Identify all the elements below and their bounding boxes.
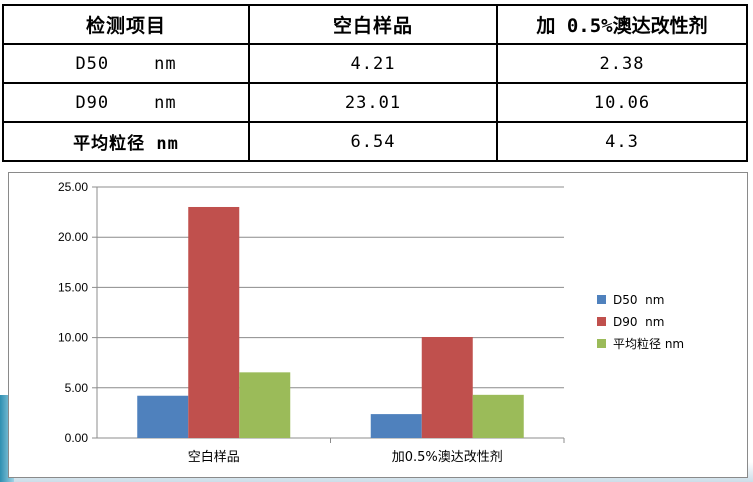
legend-swatch [597, 317, 606, 326]
results-table: 检测项目 空白样品 加 0.5%澳达改性剂 D50 nm 4.21 2.38 D… [2, 4, 748, 162]
legend-label: D90 nm [613, 315, 664, 329]
bar-1-0 [188, 206, 240, 438]
cell-average-blank: 6.54 [248, 121, 498, 162]
header-blank-sample: 空白样品 [248, 4, 498, 45]
table-header-row: 检测项目 空白样品 加 0.5%澳达改性剂 [2, 4, 748, 45]
bar-0-1 [370, 414, 422, 438]
legend-swatch [597, 339, 606, 348]
bar-2-0 [239, 372, 291, 438]
cell-average-modified: 4.3 [496, 121, 748, 162]
header-item: 检测项目 [2, 4, 250, 45]
legend-swatch [597, 295, 606, 304]
bar-1-1 [421, 336, 473, 438]
cell-d90-modified: 10.06 [496, 82, 748, 123]
y-tick-label: 5.00 [65, 381, 89, 395]
table-row: D50 nm 4.21 2.38 [2, 43, 748, 84]
cell-d50-modified: 2.38 [496, 43, 748, 84]
chart-frame: 0.00 5.00 10.00 15.00 20.00 25.00 空白样品 加0.5%澳达改… [8, 172, 748, 478]
legend-label: 平均粒径 nm [613, 336, 684, 351]
category-label: 空白样品 [188, 449, 240, 465]
y-tick-label: 25.00 [58, 180, 88, 194]
y-tick-label: 10.00 [58, 331, 88, 345]
row-label-d50: D50 nm [2, 43, 250, 84]
bar-chart: 0.00 5.00 10.00 15.00 20.00 25.00 空白样品 加0.5%澳达改… [58, 180, 684, 465]
cell-d50-blank: 4.21 [248, 43, 498, 84]
y-tick-label: 15.00 [58, 280, 88, 294]
category-label: 加0.5%澳达改性剂 [392, 449, 503, 465]
row-label-average-size: 平均粒径 nm [2, 121, 250, 162]
legend-label: D50 nm [613, 293, 664, 307]
row-label-d90: D90 nm [2, 82, 250, 123]
table-row: 平均粒径 nm 6.54 4.3 [2, 121, 748, 162]
y-tick-label: 0.00 [65, 431, 89, 445]
bar-2-1 [472, 394, 524, 438]
bar-0-0 [137, 395, 189, 438]
table-row: D90 nm 23.01 10.06 [2, 82, 748, 123]
cell-d90-blank: 23.01 [248, 82, 498, 123]
header-modified-sample: 加 0.5%澳达改性剂 [496, 4, 748, 45]
y-tick-label: 20.00 [58, 230, 88, 244]
